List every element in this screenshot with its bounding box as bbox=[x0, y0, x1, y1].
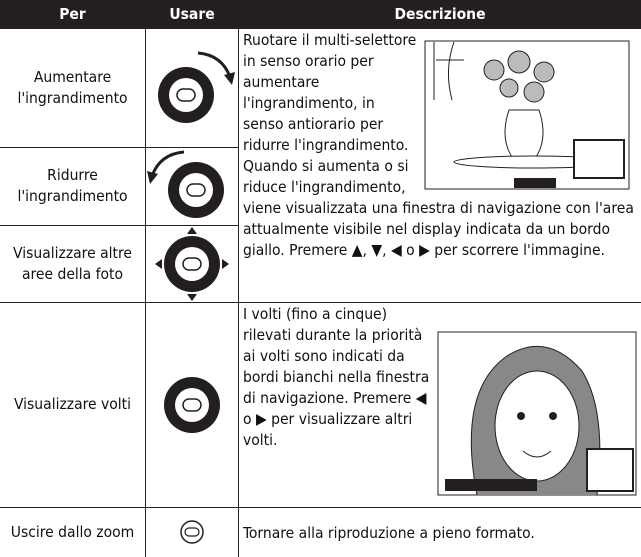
description-text: I volti (fino a cinque) rilevati durante… bbox=[243, 305, 430, 449]
icon-cell bbox=[145, 28, 238, 147]
dial-cw-icon bbox=[157, 51, 235, 123]
row-label: Visualizzare altre aree della foto bbox=[13, 243, 132, 283]
dial-icon bbox=[163, 376, 220, 433]
rule bbox=[0, 302, 641, 303]
header-cell: Usare bbox=[146, 0, 238, 28]
rule bbox=[0, 507, 641, 508]
row-label: Uscire dallo zoom bbox=[10, 523, 135, 541]
description-cell: Ruotare il multi-selettore in senso orar… bbox=[238, 28, 641, 302]
row-label: Aumentare l'ingrandimento bbox=[17, 67, 128, 107]
rule bbox=[238, 0, 239, 557]
header-cell: Per bbox=[0, 0, 145, 28]
description-text: Ruotare il multi-selettore in senso orar… bbox=[243, 31, 634, 259]
rule bbox=[0, 225, 238, 226]
header-cell: Descrizione bbox=[239, 0, 641, 28]
dial-dir-icon bbox=[154, 226, 229, 301]
faces-illustration bbox=[437, 331, 637, 496]
icon-cell bbox=[145, 225, 238, 302]
icon-cell bbox=[145, 507, 238, 557]
zoom-illustration bbox=[424, 40, 630, 190]
row-label: Ridurre l'ingrandimento bbox=[17, 166, 128, 205]
rule bbox=[145, 0, 146, 557]
description-text: Tornare alla riproduzione a pieno format… bbox=[243, 523, 535, 542]
row-label: Visualizzare volti bbox=[13, 395, 132, 413]
rule bbox=[0, 147, 238, 148]
icon-cell bbox=[145, 147, 238, 225]
description-cell: Tornare alla riproduzione a pieno format… bbox=[238, 507, 641, 557]
description-cell: I volti (fino a cinque) rilevati durante… bbox=[238, 302, 641, 507]
rule bbox=[0, 28, 641, 29]
icon-cell bbox=[145, 302, 238, 507]
dial-ccw-icon bbox=[146, 150, 224, 218]
ok-button-icon bbox=[179, 520, 204, 544]
